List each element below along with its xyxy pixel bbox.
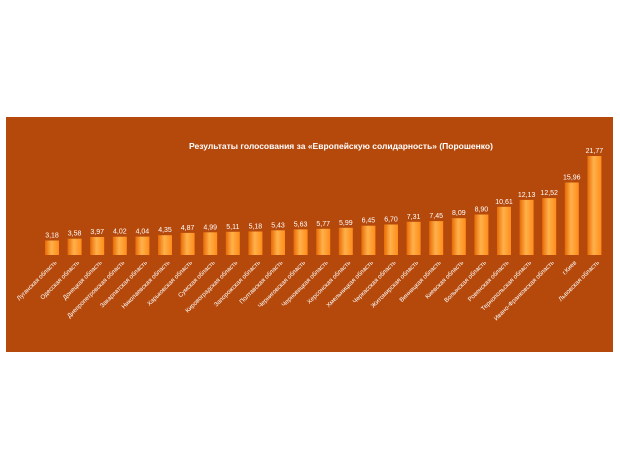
bar-value-label: 5,18: [249, 224, 263, 231]
bar: [338, 227, 353, 255]
bar: [384, 224, 398, 255]
bar-value-label: 15,96: [563, 175, 581, 182]
bar-value-label: 3,97: [90, 229, 104, 236]
bar-value-label: 5,99: [339, 220, 353, 227]
bar: [203, 232, 218, 255]
category-label: г.Киев: [561, 259, 578, 276]
bar: [497, 206, 511, 255]
chart-panel: Результаты голосования за «Европейскую с…: [6, 117, 613, 352]
bar-value-label: 7,31: [407, 214, 421, 221]
category-label: Херсонская область: [306, 259, 352, 305]
bar-value-label: 4,99: [203, 224, 217, 231]
bar: [271, 230, 285, 255]
bar-value-label: 4,87: [181, 225, 195, 232]
bar-chart: Результаты голосования за «Европейскую с…: [16, 141, 604, 322]
bar-value-label: 8,09: [452, 210, 466, 217]
chart-title: Результаты голосования за «Европейскую с…: [189, 141, 493, 151]
bar: [90, 237, 105, 255]
category-label: Ровенская область: [467, 259, 511, 303]
bar: [542, 198, 557, 255]
bar: [519, 199, 534, 255]
value-labels-group: 3,18 3,58 3,97 4,02 4,04 4,35 4,87 4,99 5,11 5,18…: [45, 148, 603, 240]
bar: [225, 231, 240, 255]
category-label: Львовская область: [557, 259, 601, 303]
bar-value-label: 6,70: [384, 217, 398, 224]
bar: [135, 236, 150, 255]
bar: [180, 232, 195, 255]
category-label: Винницкая область: [398, 259, 442, 303]
category-label: Одесская область: [39, 259, 81, 301]
bar: [429, 221, 444, 255]
category-label: Донецкая область: [62, 259, 104, 301]
bar-value-label: 12,52: [540, 190, 558, 197]
bar-value-label: 5,77: [316, 221, 330, 228]
bar-value-label: 8,90: [475, 207, 489, 214]
bar-value-label: 4,02: [113, 229, 127, 236]
bar-value-label: 6,45: [362, 218, 376, 225]
bar: [361, 225, 376, 255]
category-label: Черкасская область: [352, 259, 398, 305]
bar: [564, 182, 579, 255]
bar-value-label: 7,45: [429, 213, 443, 220]
bar: [45, 240, 59, 255]
bar: [316, 228, 331, 255]
bar-value-label: 5,11: [226, 224, 239, 231]
bar-value-label: 10,61: [495, 199, 513, 206]
category-label: Полтавская область: [238, 259, 284, 305]
bar-value-label: 12,13: [518, 192, 536, 199]
bar-value-label: 4,35: [158, 227, 172, 234]
category-label: Луганская область: [16, 259, 59, 302]
bar: [474, 214, 489, 255]
bars-group: [45, 156, 602, 255]
bar: [293, 229, 308, 255]
bar-value-label: 4,04: [136, 229, 150, 236]
bar: [112, 236, 127, 255]
bar-value-label: 5,63: [294, 221, 308, 228]
bar: [248, 231, 263, 255]
bar-value-label: 3,58: [68, 231, 82, 238]
bar: [587, 156, 602, 255]
bar: [67, 238, 82, 255]
bar: [406, 221, 421, 255]
category-label: Волынская область: [443, 259, 488, 304]
bar-value-label: 5,43: [271, 222, 285, 229]
bar-value-label: 3,18: [45, 233, 59, 240]
bar: [158, 235, 172, 255]
bar-value-label: 21,77: [586, 148, 604, 155]
bar: [451, 218, 466, 255]
